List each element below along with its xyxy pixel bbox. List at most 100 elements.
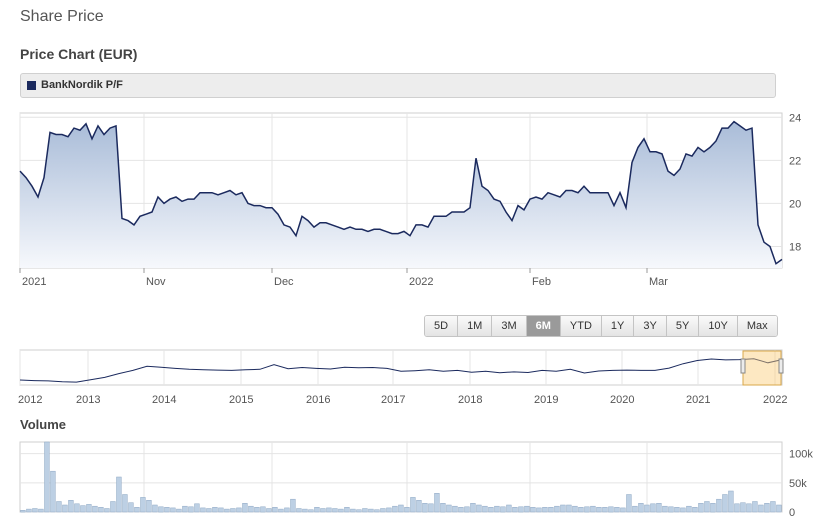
volume-bar — [542, 507, 548, 513]
legend-label[interactable]: BankNordik P/F — [41, 79, 123, 91]
range-button-5d[interactable]: 5D — [425, 316, 459, 336]
volume-bar — [698, 503, 704, 513]
volume-bar — [140, 497, 146, 513]
volume-bar — [752, 501, 758, 513]
volume-bar — [278, 508, 284, 513]
volume-y-tick-label: 50k — [789, 478, 807, 490]
navigator-x-tick-label: 2016 — [306, 394, 330, 405]
volume-bar — [668, 506, 674, 513]
price-line[interactable] — [19, 120, 783, 265]
volume-plot-area — [19, 441, 783, 513]
volume-bar — [758, 504, 764, 513]
navigator-handle-right[interactable] — [778, 358, 784, 374]
range-button-1m[interactable]: 1M — [458, 316, 493, 336]
navigator-chart[interactable]: 2012 2013 2014 2015 2016 2017 2018 2019 2020 2021… — [0, 345, 825, 405]
volume-bar — [128, 502, 134, 513]
volume-bar — [404, 507, 410, 513]
volume-bar — [20, 510, 26, 513]
volume-bar — [182, 505, 188, 513]
price-x-tick-label: Nov — [146, 276, 166, 288]
volume-bar — [446, 504, 452, 513]
range-selector: 5D 1M 3M 6M YTD 1Y 3Y 5Y 10Y Max — [424, 315, 778, 337]
navigator-x-tick-label: 2014 — [152, 394, 176, 405]
volume-bar — [32, 508, 38, 513]
volume-bar — [770, 501, 776, 513]
volume-bar — [266, 508, 272, 513]
volume-bar — [452, 505, 458, 513]
volume-bar — [344, 507, 350, 513]
volume-bar — [686, 505, 692, 513]
volume-bar — [776, 504, 782, 513]
volume-bar — [554, 505, 560, 513]
volume-bar — [62, 504, 68, 513]
volume-bar — [716, 498, 722, 513]
volume-bar — [56, 501, 62, 513]
volume-bar — [176, 508, 182, 513]
range-button-1y[interactable]: 1Y — [601, 316, 635, 336]
price-x-tick-label: Mar — [649, 276, 668, 288]
volume-bar — [764, 503, 770, 513]
volume-bar — [518, 506, 524, 513]
volume-bar — [68, 500, 74, 513]
range-button-3m[interactable]: 3M — [492, 316, 527, 336]
volume-bar — [728, 490, 734, 513]
range-button-max[interactable]: Max — [737, 316, 777, 336]
range-button-6m[interactable]: 6M — [526, 316, 561, 336]
volume-bar — [488, 507, 494, 513]
volume-bar — [620, 507, 626, 513]
volume-bar — [656, 503, 662, 513]
price-y-tick-label: 22 — [789, 155, 801, 167]
volume-bar — [80, 505, 86, 513]
navigator-selection[interactable] — [742, 350, 782, 386]
volume-bar — [422, 503, 428, 513]
price-y-tick-label: 24 — [789, 112, 801, 124]
legend-bar[interactable]: BankNordik P/F — [20, 73, 776, 98]
volume-bar — [260, 506, 266, 513]
volume-bar — [368, 508, 374, 513]
volume-bar — [290, 498, 296, 513]
volume-bar — [386, 507, 392, 513]
volume-bar — [566, 504, 572, 513]
volume-chart[interactable]: 0 50k 100k — [0, 440, 825, 530]
volume-bar — [734, 503, 740, 513]
volume-bar — [482, 505, 488, 513]
volume-bar — [308, 509, 314, 513]
volume-bar — [722, 494, 728, 513]
volume-bar — [746, 503, 752, 513]
volume-bar — [146, 500, 152, 513]
navigator-x-tick-label: 2021 — [686, 394, 710, 405]
volume-bar — [632, 505, 638, 513]
page-title: Share Price — [20, 8, 104, 25]
price-y-tick-label: 18 — [789, 241, 801, 253]
navigator-x-tick-label: 2012 — [18, 394, 42, 405]
volume-bar — [434, 493, 440, 513]
volume-bar — [644, 504, 650, 513]
volume-bar — [704, 501, 710, 513]
volume-bar — [314, 507, 320, 513]
volume-bar — [674, 507, 680, 513]
volume-bar — [212, 507, 218, 513]
volume-bar — [374, 509, 380, 513]
navigator-x-tick-label: 2013 — [76, 394, 100, 405]
volume-bar — [506, 504, 512, 513]
volume-bar — [236, 507, 242, 513]
volume-bar — [392, 505, 398, 513]
volume-bar — [512, 507, 518, 513]
volume-bar — [692, 507, 698, 513]
volume-bar — [110, 501, 116, 513]
volume-bar — [428, 503, 434, 513]
navigator-line — [19, 358, 783, 383]
volume-bar — [194, 503, 200, 513]
volume-bar — [740, 502, 746, 513]
volume-bar — [524, 505, 530, 513]
volume-bar — [572, 505, 578, 513]
volume-bar — [248, 505, 254, 513]
range-button-10y[interactable]: 10Y — [699, 316, 738, 336]
volume-bar — [320, 508, 326, 513]
volume-bar — [410, 497, 416, 513]
range-button-5y[interactable]: 5Y — [666, 316, 700, 336]
range-button-3y[interactable]: 3Y — [634, 316, 667, 336]
navigator-handle-left[interactable] — [740, 358, 746, 374]
range-button-ytd[interactable]: YTD — [560, 316, 602, 336]
